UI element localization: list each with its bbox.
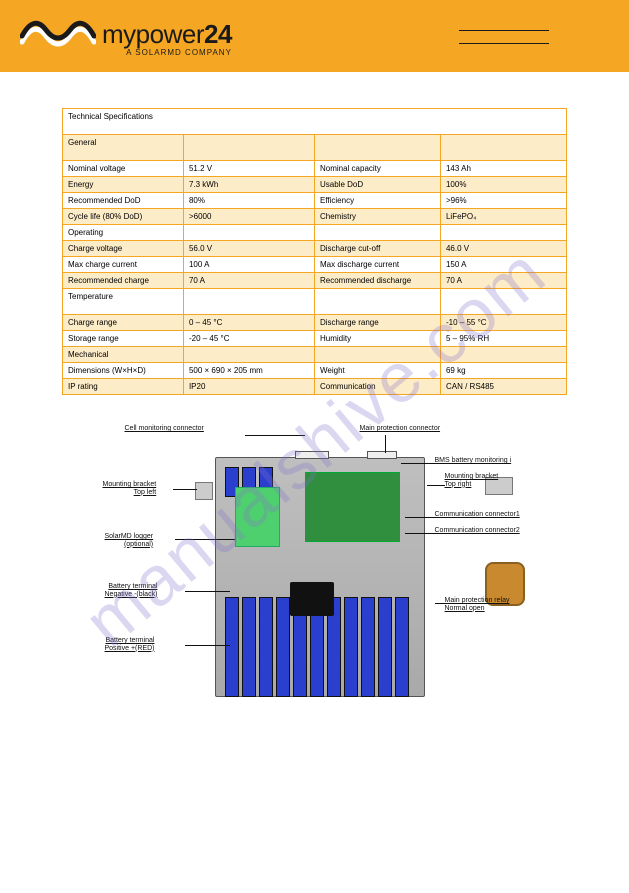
table-cell: -20 – 45 °C bbox=[183, 331, 314, 347]
logo-subtitle: A SOLARMD COMPANY bbox=[102, 49, 232, 57]
table-cell: Charge range bbox=[63, 315, 184, 331]
table-cell: Recommended charge bbox=[63, 273, 184, 289]
table-cell: Energy bbox=[63, 177, 184, 193]
table-cell: 0 – 45 °C bbox=[183, 315, 314, 331]
callout-pos: Battery terminal Positive +(RED) bbox=[105, 637, 155, 652]
table-cell: Recommended DoD bbox=[63, 193, 184, 209]
table-row: IP ratingIP20CommunicationCAN / RS485 bbox=[63, 379, 567, 395]
table-cell bbox=[183, 289, 314, 315]
table-row: General bbox=[63, 135, 567, 161]
callout-comm2: Communication connector2 bbox=[435, 527, 520, 535]
table-cell: 100% bbox=[440, 177, 566, 193]
table-row: Mechanical bbox=[63, 347, 567, 363]
table-cell: IP20 bbox=[183, 379, 314, 395]
table-cell: IP rating bbox=[63, 379, 184, 395]
table-cell: Mechanical bbox=[63, 347, 184, 363]
table-cell: Operating bbox=[63, 225, 184, 241]
table-cell: 7.3 kWh bbox=[183, 177, 314, 193]
table-cell: Nominal capacity bbox=[314, 161, 440, 177]
table-cell: Charge voltage bbox=[63, 241, 184, 257]
table-cell: Recommended discharge bbox=[314, 273, 440, 289]
logo-text: mypower24 bbox=[102, 21, 232, 47]
table-row: Cycle life (80% DoD)>6000ChemistryLiFePO… bbox=[63, 209, 567, 225]
table-cell: Dimensions (W×H×D) bbox=[63, 363, 184, 379]
table-cell: 150 A bbox=[440, 257, 566, 273]
table-cell: 51.2 V bbox=[183, 161, 314, 177]
table-cell: Efficiency bbox=[314, 193, 440, 209]
callout-main-prot: Main protection connector bbox=[360, 425, 441, 433]
table-cell bbox=[440, 225, 566, 241]
table-cell bbox=[314, 347, 440, 363]
table-row: Nominal voltage51.2 VNominal capacity143… bbox=[63, 161, 567, 177]
callout-bracket-right: Mounting bracket Top right bbox=[445, 473, 499, 488]
table-row: Dimensions (W×H×D)500 × 690 × 205 mmWeig… bbox=[63, 363, 567, 379]
table-cell bbox=[183, 225, 314, 241]
table-row: Energy7.3 kWhUsable DoD100% bbox=[63, 177, 567, 193]
table-row: Charge range0 – 45 °CDischarge range-10 … bbox=[63, 315, 567, 331]
table-cell: Max charge current bbox=[63, 257, 184, 273]
callout-bms: BMS battery monitoring i bbox=[435, 457, 512, 465]
table-row: Charge voltage56.0 VDischarge cut-off46.… bbox=[63, 241, 567, 257]
table-cell: Temperature bbox=[63, 289, 184, 315]
table-cell: Weight bbox=[314, 363, 440, 379]
callout-cell-mon: Cell monitoring connector bbox=[125, 425, 204, 433]
logo: mypower24 A SOLARMD COMPANY bbox=[20, 14, 232, 58]
table-cell bbox=[183, 347, 314, 363]
table-cell: Storage range bbox=[63, 331, 184, 347]
table-cell: 5 – 95% RH bbox=[440, 331, 566, 347]
wave-icon bbox=[20, 14, 96, 58]
table-cell: 70 A bbox=[440, 273, 566, 289]
table-cell: Max discharge current bbox=[314, 257, 440, 273]
table-cell bbox=[440, 135, 566, 161]
table-row: Recommended charge70 ARecommended discha… bbox=[63, 273, 567, 289]
component-diagram: Cell monitoring connector Mounting brack… bbox=[135, 417, 495, 707]
table-cell bbox=[183, 135, 314, 161]
callout-bracket-left: Mounting bracket Top left bbox=[103, 481, 157, 496]
table-cell: Chemistry bbox=[314, 209, 440, 225]
table-cell bbox=[440, 289, 566, 315]
table-cell bbox=[314, 289, 440, 315]
table-cell: CAN / RS485 bbox=[440, 379, 566, 395]
table-cell bbox=[440, 347, 566, 363]
table-cell bbox=[314, 135, 440, 161]
table-cell: Humidity bbox=[314, 331, 440, 347]
table-row: Temperature bbox=[63, 289, 567, 315]
table-cell: 70 A bbox=[183, 273, 314, 289]
table-row: Recommended DoD80%Efficiency>96% bbox=[63, 193, 567, 209]
table-row: Operating bbox=[63, 225, 567, 241]
table-title: Technical Specifications bbox=[63, 109, 567, 135]
table-cell: >96% bbox=[440, 193, 566, 209]
table-cell: 56.0 V bbox=[183, 241, 314, 257]
table-cell: Nominal voltage bbox=[63, 161, 184, 177]
table-cell: Discharge cut-off bbox=[314, 241, 440, 257]
table-cell: 100 A bbox=[183, 257, 314, 273]
callout-neg: Battery terminal Negative -(black) bbox=[105, 583, 158, 598]
table-cell: LiFePO₄ bbox=[440, 209, 566, 225]
table-cell: Communication bbox=[314, 379, 440, 395]
table-cell: 80% bbox=[183, 193, 314, 209]
table-row: Max charge current100 AMax discharge cur… bbox=[63, 257, 567, 273]
table-cell: Cycle life (80% DoD) bbox=[63, 209, 184, 225]
table-cell: Usable DoD bbox=[314, 177, 440, 193]
table-cell: Discharge range bbox=[314, 315, 440, 331]
callout-logger: SolarMD logger (optional) bbox=[105, 533, 154, 548]
table-cell: 500 × 690 × 205 mm bbox=[183, 363, 314, 379]
table-cell: >6000 bbox=[183, 209, 314, 225]
table-cell: 143 Ah bbox=[440, 161, 566, 177]
table-cell bbox=[314, 225, 440, 241]
table-cell: 46.0 V bbox=[440, 241, 566, 257]
table-cell: -10 – 55 °C bbox=[440, 315, 566, 331]
table-cell: 69 kg bbox=[440, 363, 566, 379]
table-row: Storage range-20 – 45 °CHumidity5 – 95% … bbox=[63, 331, 567, 347]
header-bar: mypower24 A SOLARMD COMPANY bbox=[0, 0, 629, 72]
spec-table: Technical Specifications GeneralNominal … bbox=[62, 108, 567, 395]
table-cell: General bbox=[63, 135, 184, 161]
header-underlines bbox=[459, 30, 549, 44]
callout-relay: Main protection relay Normal open bbox=[445, 597, 510, 612]
callout-comm1: Communication connector1 bbox=[435, 511, 520, 519]
